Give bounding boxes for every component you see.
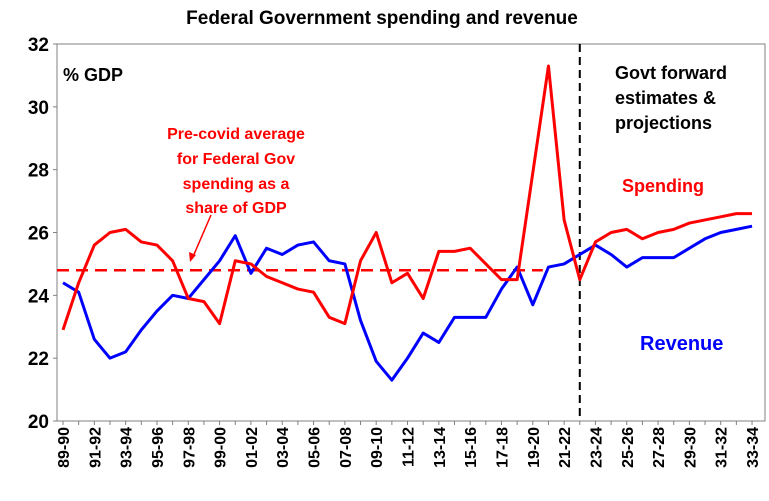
x-tick-label: 27-28 [651,427,668,468]
forecast-annotation-line: Govt forward [615,63,727,83]
forecast-annotation-line: projections [615,113,712,133]
average-annotation: Pre-covid average for Federal Gov spendi… [167,126,305,217]
y-tick-label: 28 [28,161,49,182]
avg-annotation-line: Pre-covid average [167,126,305,143]
avg-annotation-line: spending as a [183,176,290,193]
avg-annotation-line: share of GDP [185,200,287,217]
x-tick-label: 23-24 [588,427,605,468]
y-tick-label: 22 [28,349,49,370]
x-tick-label: 95-96 [150,427,167,468]
x-tick-label: 07-08 [338,427,355,468]
y-axis-label: % GDP [63,65,123,85]
x-tick-label: 31-32 [714,427,731,468]
x-tick-label: 13-14 [432,427,449,468]
x-tick-label: 09-10 [369,427,386,468]
arrow-icon [189,214,212,262]
x-tick-label: 19-20 [526,427,543,468]
y-tick-label: 26 [28,224,49,245]
spending-line [61,64,753,331]
avg-annotation-line: for Federal Gov [177,151,295,168]
x-tick-label: 91-92 [87,427,104,468]
y-tick-label: 30 [28,98,49,119]
x-tick-label: 15-16 [463,427,480,468]
revenue-line [62,224,753,382]
x-tick-label: 01-02 [244,427,261,468]
x-tick-label: 11-12 [401,427,418,467]
chart-title: Federal Government spending and revenue [186,8,578,29]
x-tick-label: 21-22 [557,427,574,468]
y-tick-label: 32 [28,35,49,56]
legend-revenue: Revenue [640,333,723,355]
legend-spending: Spending [622,176,704,196]
forecast-annotation-line: estimates & [615,88,716,108]
x-tick-label: 33-34 [745,427,762,468]
y-tick-label: 20 [28,412,49,433]
x-tick-label: 99-00 [213,427,230,468]
x-tick-label: 25-26 [620,427,637,468]
x-tick-label: 05-06 [307,427,324,468]
x-tick-label: 03-04 [275,427,292,468]
x-tick-label: 17-18 [494,427,511,468]
x-tick-label: 93-94 [119,427,136,468]
y-tick-label: 24 [28,286,50,307]
x-tick-label: 29-30 [682,427,699,468]
x-tick-label: 89-90 [56,427,73,468]
x-tick-label: 97-98 [181,427,198,468]
